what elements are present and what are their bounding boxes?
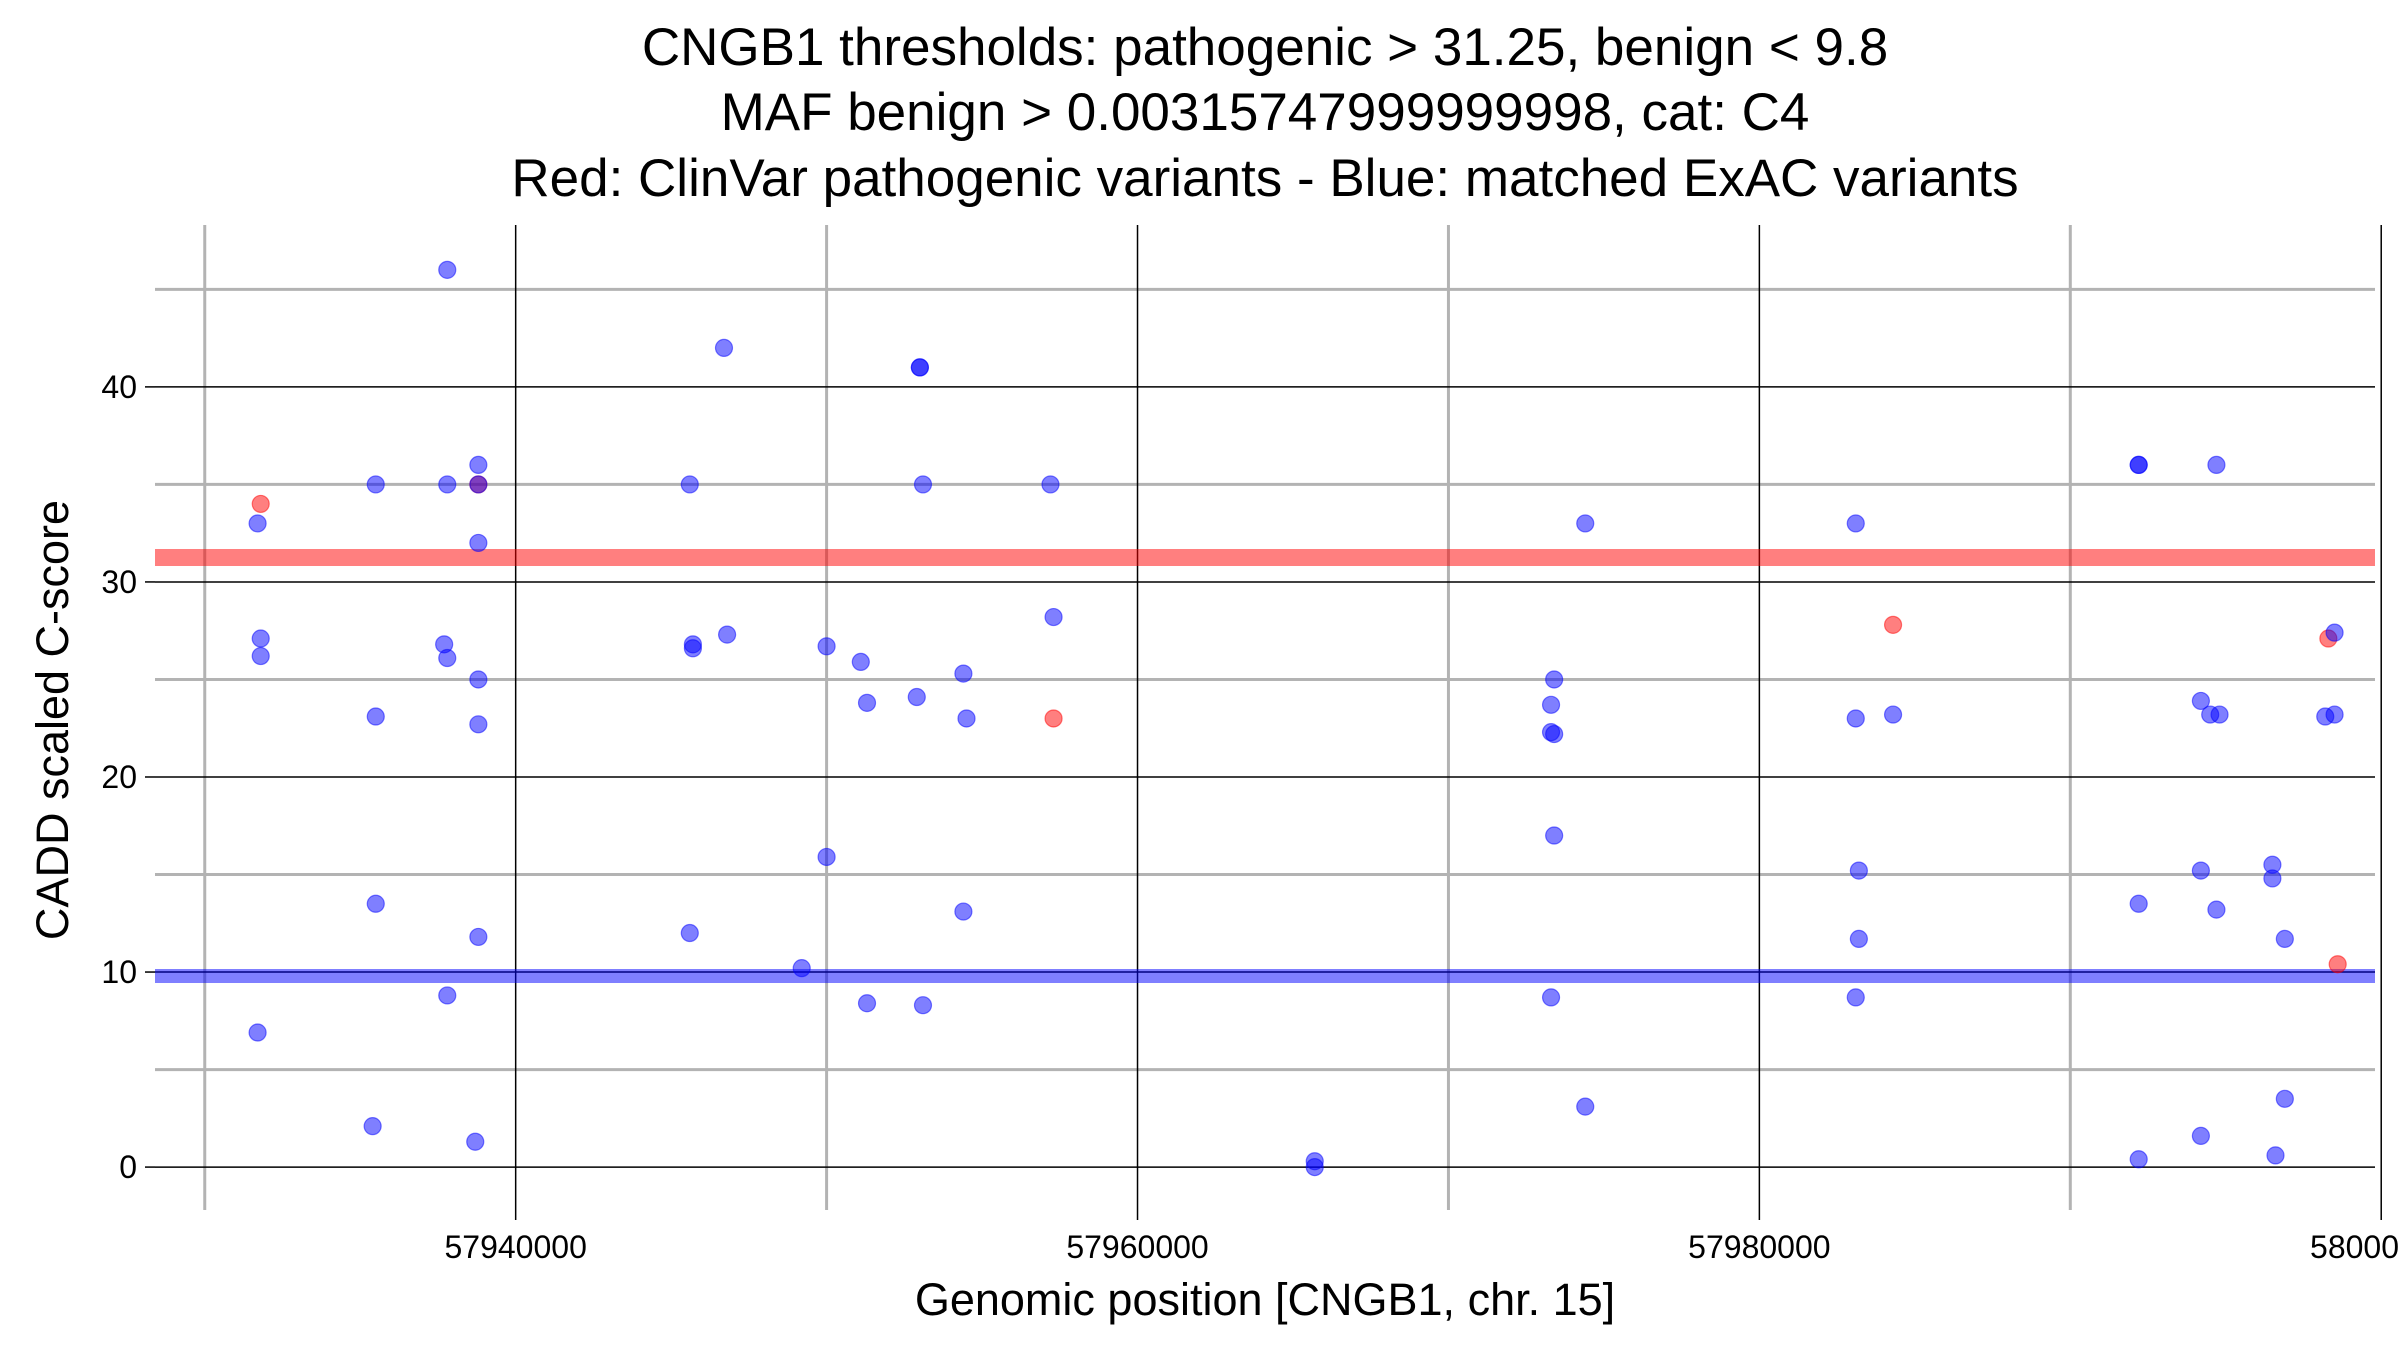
point-s1-45 xyxy=(2325,705,2344,724)
point-s1-19 xyxy=(251,646,270,666)
point-s1-56 xyxy=(2129,894,2148,913)
data-points xyxy=(248,260,2347,1177)
title-line-1: CNGB1 thresholds: pathogenic > 31.25, be… xyxy=(642,18,1888,77)
x-axis-title: Genomic position [CNGB1, chr. 15] xyxy=(915,1274,1615,1325)
point-s1-61 xyxy=(2275,929,2294,948)
point-s1-74 xyxy=(2191,1126,2210,1145)
y-axis-title: CADD scaled C-score xyxy=(27,500,78,940)
point-s1-28 xyxy=(817,637,836,656)
point-s1-67 xyxy=(1846,988,1865,1007)
point-s1-29 xyxy=(851,652,870,672)
point-s1-47 xyxy=(1545,826,1564,845)
point-s1-3 xyxy=(910,358,929,377)
point-s1-27 xyxy=(718,625,737,644)
point-s1-52 xyxy=(792,959,811,978)
point-s1-21 xyxy=(438,648,457,668)
point-s0-3 xyxy=(1883,615,1903,634)
y-tick-label-0: 0 xyxy=(119,1149,137,1185)
point-s1-75 xyxy=(2266,1146,2285,1165)
point-s1-58 xyxy=(2207,900,2226,919)
point-s1-26 xyxy=(683,639,702,658)
point-s0-2 xyxy=(1044,709,1063,728)
point-s1-9 xyxy=(913,475,933,494)
y-tick-label-1: 10 xyxy=(101,954,137,990)
x-tick-label-3: 58000000 xyxy=(2310,1229,2400,1265)
point-s1-33 xyxy=(957,709,976,728)
point-s1-76 xyxy=(2275,1089,2294,1108)
point-s1-66 xyxy=(1541,988,1561,1007)
point-s1-72 xyxy=(1576,1097,1595,1116)
y-tick-label-3: 30 xyxy=(101,564,137,600)
point-s1-49 xyxy=(366,894,385,913)
point-s1-50 xyxy=(469,927,488,947)
point-s1-7 xyxy=(469,475,488,494)
point-s1-53 xyxy=(954,902,973,921)
point-s1-0 xyxy=(438,260,457,279)
threshold-lines xyxy=(155,549,2375,983)
point-s0-0 xyxy=(251,494,270,514)
point-s1-24 xyxy=(366,707,385,726)
point-s1-62 xyxy=(248,1023,267,1042)
point-s0-5 xyxy=(2328,955,2347,974)
point-s1-14 xyxy=(1846,514,1865,533)
y-tick-label-2: 20 xyxy=(101,759,137,795)
point-s1-8 xyxy=(680,475,699,494)
point-s1-65 xyxy=(913,996,933,1015)
point-s1-10 xyxy=(1041,475,1060,494)
x-tick-label-0: 57940000 xyxy=(444,1229,586,1265)
x-tick-label-1: 57960000 xyxy=(1066,1229,1208,1265)
point-s1-11 xyxy=(248,514,267,533)
title-line-2: MAF benign > 0.00315747999999998, cat: C… xyxy=(721,83,1810,142)
point-s1-13 xyxy=(1576,514,1595,533)
point-s1-1 xyxy=(714,338,734,357)
point-s1-46 xyxy=(2325,623,2344,642)
point-s1-12 xyxy=(469,533,488,553)
point-s1-51 xyxy=(680,923,699,943)
point-s1-17 xyxy=(2207,455,2226,475)
point-s1-63 xyxy=(438,986,457,1005)
point-s1-60 xyxy=(2263,869,2282,888)
point-s1-4 xyxy=(469,455,488,475)
point-s1-6 xyxy=(438,475,457,494)
point-s1-31 xyxy=(907,687,926,707)
point-s1-41 xyxy=(2191,691,2210,711)
point-s1-39 xyxy=(1846,709,1865,728)
point-s1-69 xyxy=(466,1132,485,1151)
grid xyxy=(155,225,2382,1210)
point-s1-16 xyxy=(2129,455,2148,475)
point-s1-43 xyxy=(2210,705,2229,724)
point-s1-48 xyxy=(817,847,836,867)
title-line-3: Red: ClinVar pathogenic variants - Blue:… xyxy=(511,149,2018,208)
point-s1-73 xyxy=(2129,1150,2148,1169)
point-s1-55 xyxy=(1849,929,1868,948)
point-s1-54 xyxy=(1849,861,1868,880)
point-s1-5 xyxy=(366,475,385,494)
point-s1-57 xyxy=(2191,861,2210,880)
y-tick-label-4: 40 xyxy=(101,369,137,405)
x-tick-label-2: 57980000 xyxy=(1688,1229,1830,1265)
point-s1-68 xyxy=(363,1117,382,1136)
point-s1-18 xyxy=(251,629,270,648)
point-s1-23 xyxy=(469,715,488,734)
point-s1-32 xyxy=(954,664,973,683)
point-s1-64 xyxy=(857,994,877,1013)
point-s1-71 xyxy=(1305,1157,1324,1177)
point-s1-35 xyxy=(1545,670,1564,689)
point-s1-34 xyxy=(1044,607,1063,627)
axis-ticks: 57940000 57960000 57980000 58000000 0 10 20 30 4… xyxy=(101,369,2400,1265)
point-s1-40 xyxy=(1883,705,1903,724)
chart-title: CNGB1 thresholds: pathogenic > 31.25, be… xyxy=(511,18,2018,208)
point-s1-36 xyxy=(1541,695,1561,714)
point-s1-38 xyxy=(1545,724,1564,744)
point-s1-22 xyxy=(469,670,488,689)
point-s1-30 xyxy=(857,693,877,712)
